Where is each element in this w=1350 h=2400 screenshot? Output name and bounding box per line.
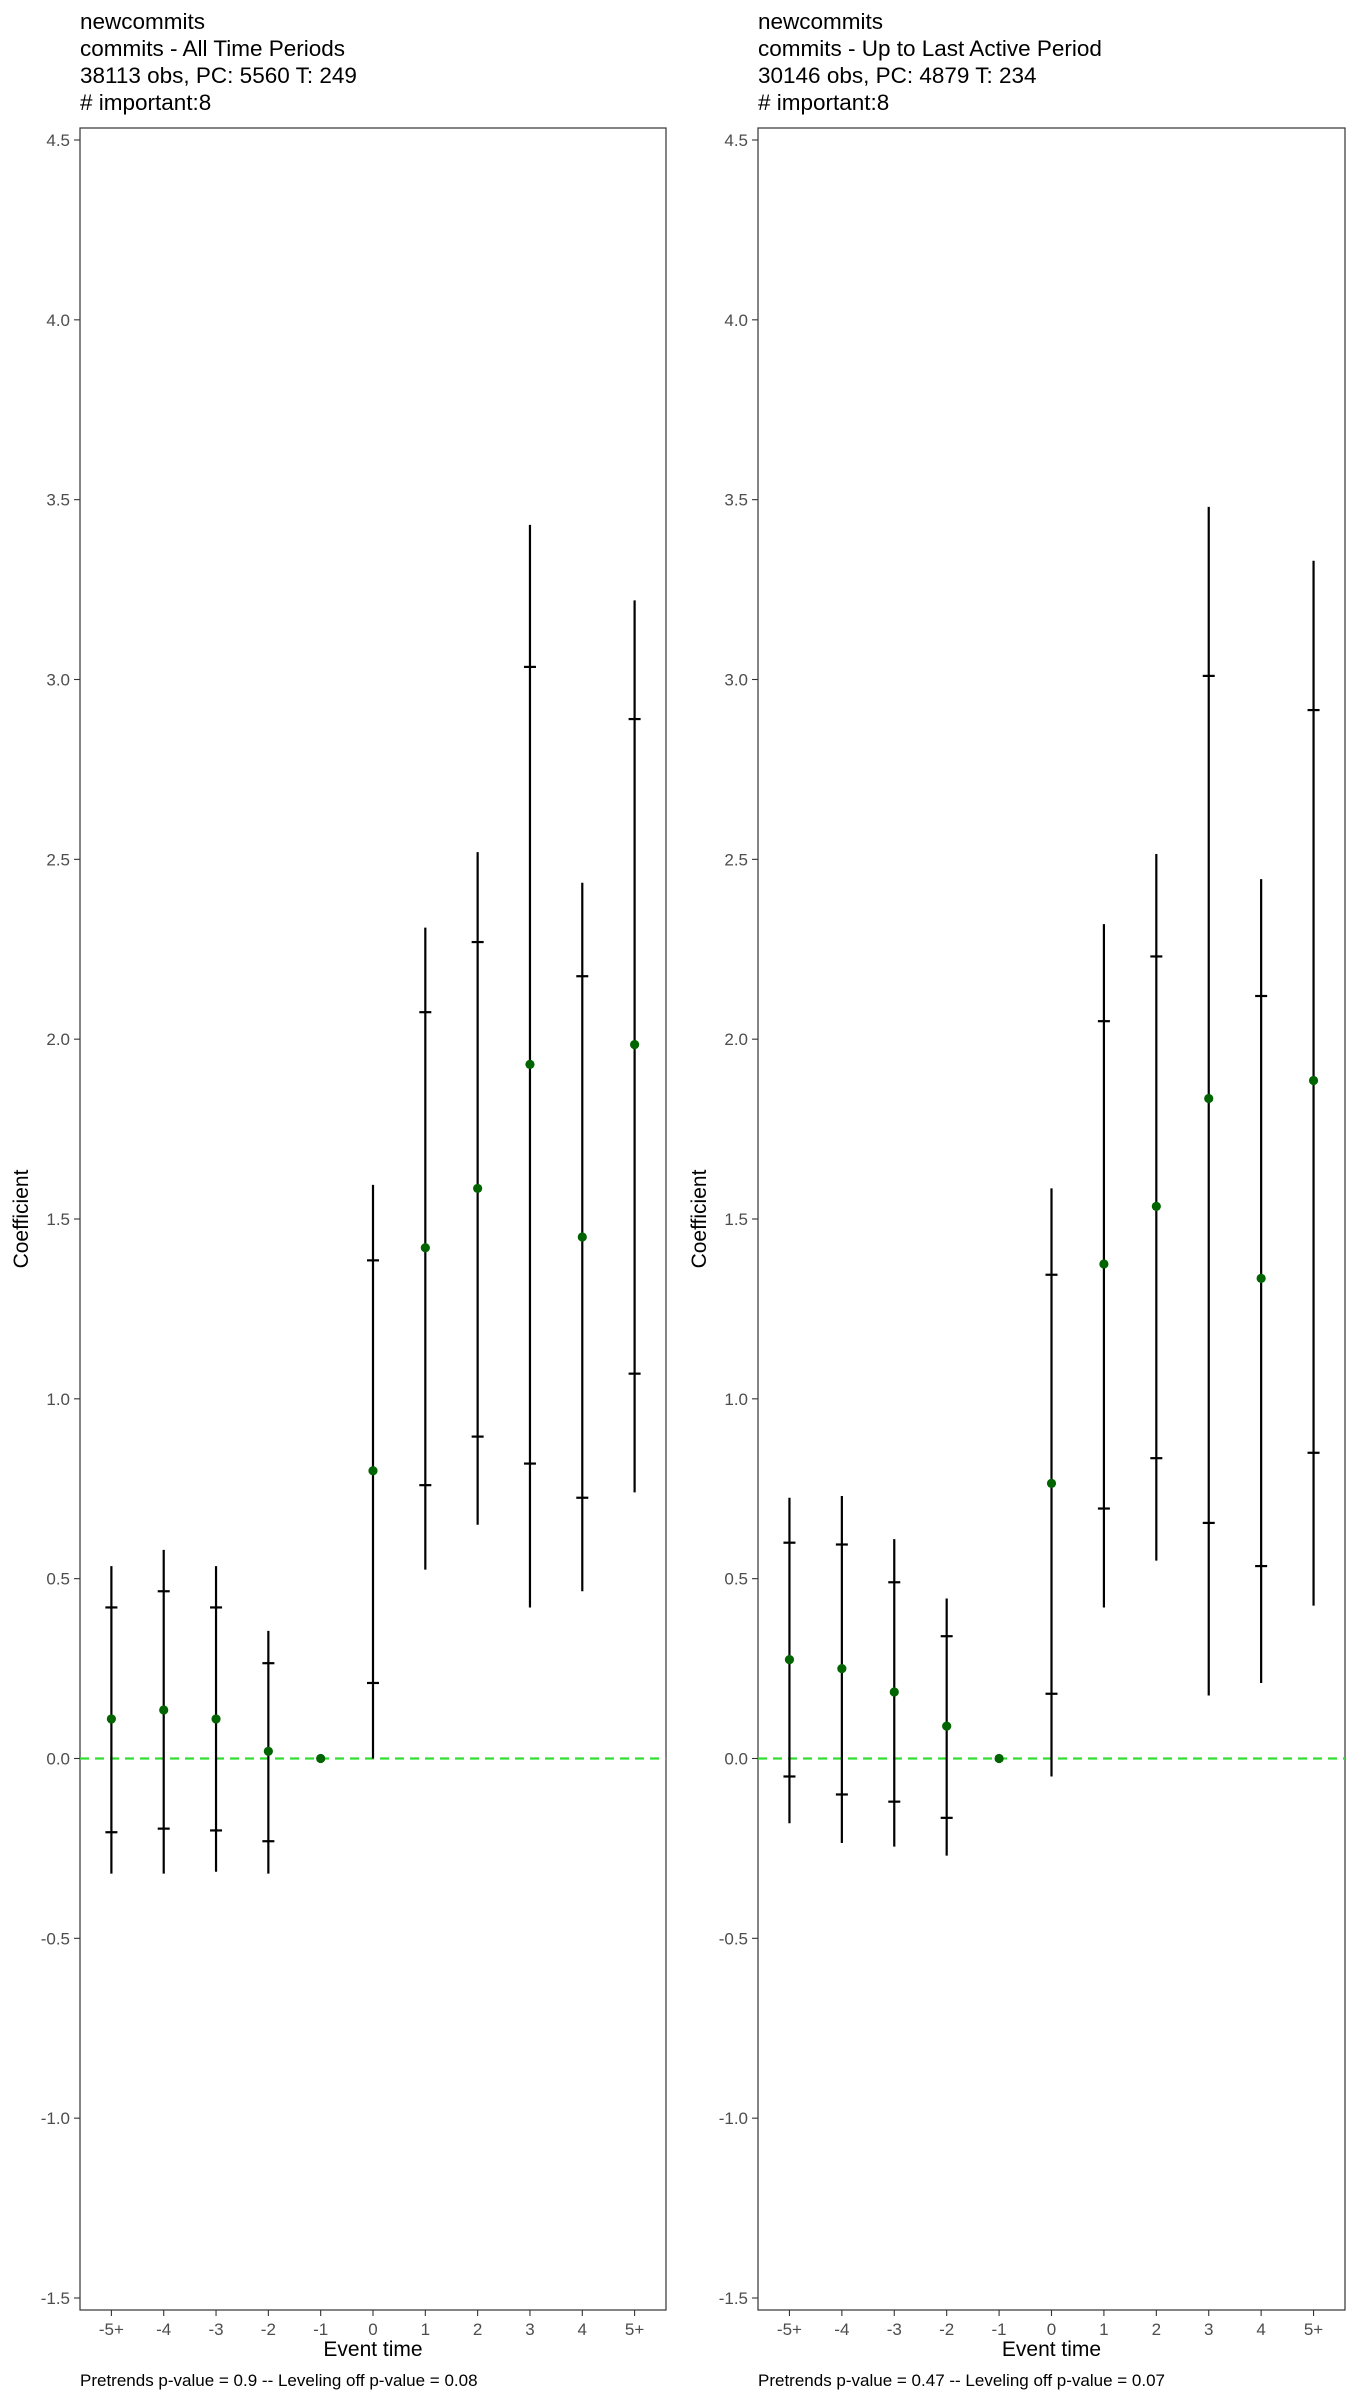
coefficient-point (577, 1232, 587, 1242)
y-axis-title: Coefficient (688, 1169, 711, 1268)
y-axis-title: Coefficient (10, 1169, 33, 1268)
y-tick-label: 2.0 (724, 1030, 748, 1049)
pvalue-caption: Pretrends p-value = 0.47 -- Leveling off… (758, 2371, 1165, 2390)
x-tick-label: 5+ (625, 2320, 644, 2339)
y-tick-label: 4.0 (46, 311, 70, 330)
coefficient-point (942, 1721, 952, 1731)
title-line-2: commits - Up to Last Active Period (758, 36, 1102, 61)
x-tick-label: 1 (421, 2320, 430, 2339)
x-tick-label: 0 (368, 2320, 377, 2339)
x-tick-label: -1 (992, 2320, 1007, 2339)
y-tick-label: 1.5 (46, 1210, 70, 1229)
x-axis: -5+ -4 -3 -2 -1 0 1 2 3 4 5+ (99, 2310, 644, 2339)
x-tick-label: -5+ (99, 2320, 124, 2339)
x-tick-label: 3 (1204, 2320, 1213, 2339)
coefficient-point (784, 1654, 795, 1665)
y-tick-label: -1.0 (719, 2109, 748, 2128)
y-tick-label: 3.0 (46, 671, 70, 690)
coefficient-point (994, 1753, 1004, 1764)
y-tick-label: -0.5 (41, 1929, 70, 1948)
series-marks (783, 506, 1320, 1856)
x-tick-label: -3 (208, 2320, 223, 2339)
x-tick-label: 4 (578, 2320, 587, 2339)
y-tick-label: 0.5 (724, 1570, 748, 1589)
title-line-4: # important:8 (80, 90, 211, 115)
y-axis: -1.5 -1.0 -0.5 0.0 0.5 1.0 1.5 2.0 2.5 3.0 3.5 4.0 4… (719, 131, 758, 2308)
x-tick-label: 4 (1256, 2320, 1265, 2339)
title-line-3: 30146 obs, PC: 4879 T: 234 (758, 63, 1037, 88)
y-tick-label: 1.5 (724, 1210, 748, 1229)
coefficient-point (1151, 1201, 1161, 1212)
coefficient-point (1204, 1093, 1214, 1104)
y-tick-label: -0.5 (719, 1929, 748, 1948)
title-line-3: 38113 obs, PC: 5560 T: 249 (80, 63, 357, 88)
pvalue-caption: Pretrends p-value = 0.9 -- Leveling off … (80, 2371, 478, 2390)
series-marks (105, 524, 641, 1874)
title-line-4: # important:8 (758, 90, 889, 115)
y-tick-label: -1.5 (719, 2289, 748, 2308)
coefficient-point (1256, 1273, 1266, 1283)
coefficient-point (159, 1705, 169, 1715)
y-tick-label: 0.5 (46, 1570, 70, 1589)
coefficient-point (1046, 1478, 1057, 1488)
coefficient-point (263, 1746, 273, 1756)
y-tick-label: 3.5 (724, 491, 748, 510)
title-line-1: newcommits (80, 9, 205, 34)
y-tick-label: 0.0 (46, 1750, 70, 1769)
y-tick-label: 1.0 (724, 1390, 748, 1409)
coefficient-point (889, 1687, 899, 1697)
y-tick-label: 2.0 (46, 1030, 70, 1049)
x-tick-label: -4 (156, 2320, 171, 2339)
x-tick-label: -4 (834, 2320, 849, 2339)
x-tick-label: 5+ (1304, 2320, 1323, 2339)
y-tick-label: -1.0 (41, 2109, 70, 2128)
coefficient-point (837, 1663, 847, 1674)
y-tick-label: 4.5 (46, 131, 70, 150)
coefficient-point (106, 1714, 116, 1724)
x-tick-label: -2 (939, 2320, 954, 2339)
coefficient-point (1308, 1075, 1319, 1086)
coefficient-point (316, 1753, 326, 1764)
title-line-2: commits - All Time Periods (80, 36, 345, 61)
coefficient-point (420, 1243, 430, 1253)
coefficient-point (525, 1059, 535, 1069)
y-tick-label: 2.5 (724, 850, 748, 869)
y-tick-label: 1.0 (46, 1390, 70, 1409)
coefficient-point (630, 1039, 640, 1050)
coefficient-point (1099, 1259, 1109, 1269)
y-tick-label: -1.5 (41, 2289, 70, 2308)
x-axis-title: Event time (1002, 2338, 1101, 2361)
x-tick-label: -5+ (777, 2320, 802, 2339)
title-line-1: newcommits (758, 9, 883, 34)
y-tick-label: 3.0 (724, 671, 748, 690)
x-tick-label: -3 (887, 2320, 902, 2339)
y-tick-label: 3.5 (46, 491, 70, 510)
x-tick-label: 1 (1099, 2320, 1108, 2339)
x-tick-label: 2 (1152, 2320, 1161, 2339)
x-axis-title: Event time (323, 2338, 422, 2361)
y-tick-label: 4.5 (724, 131, 748, 150)
y-tick-label: 2.5 (46, 850, 70, 869)
x-tick-label: 3 (525, 2320, 534, 2339)
coefficient-point (211, 1714, 221, 1724)
y-axis: -1.5 -1.0 -0.5 0.0 0.5 1.0 1.5 2.0 2.5 3.0 3.5 4.0 4… (41, 131, 80, 2308)
coefficient-point (473, 1183, 483, 1194)
x-tick-label: -2 (261, 2320, 276, 2339)
x-tick-label: 2 (473, 2320, 482, 2339)
coefficient-point (368, 1466, 378, 1476)
y-tick-label: 0.0 (724, 1750, 748, 1769)
x-tick-label: 0 (1047, 2320, 1056, 2339)
y-tick-label: 4.0 (724, 311, 748, 330)
x-tick-label: -1 (313, 2320, 328, 2339)
x-axis: -5+ -4 -3 -2 -1 0 1 2 3 4 5+ (777, 2310, 1323, 2339)
